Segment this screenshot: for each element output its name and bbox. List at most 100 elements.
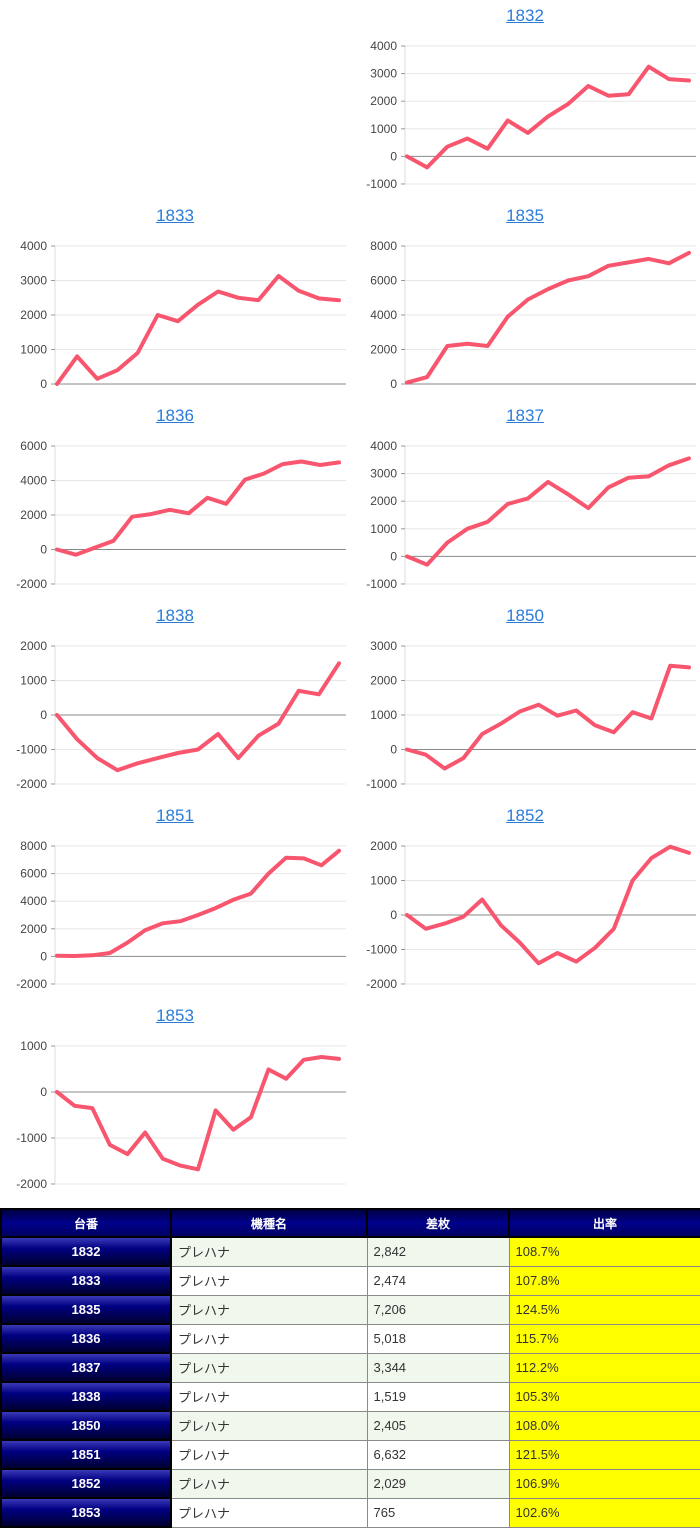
- table-header-row: 台番 機種名 差枚 出率: [0, 1208, 700, 1238]
- y-tick-label: 2000: [20, 639, 47, 653]
- coin-diff-cell: 6,632: [366, 1439, 510, 1470]
- y-tick-label: -1000: [366, 177, 397, 191]
- chart-plot: -2000 -1000 0 1000 2000: [366, 839, 696, 991]
- chart-1833: 1833 0 1000 2000 3000 4000: [0, 200, 350, 400]
- chart-1837: 1837 -1000 0 1000 2000 3000 4000: [350, 400, 700, 600]
- chart-1835: 1835 0 2000 4000 6000 8000: [350, 200, 700, 400]
- y-tick-label: -1000: [366, 577, 397, 591]
- machine-number-cell: 1835: [0, 1294, 172, 1325]
- chart-title-link[interactable]: 1853: [156, 1006, 194, 1025]
- y-tick-label: 2000: [370, 839, 397, 853]
- machine-number-cell: 1853: [0, 1497, 172, 1528]
- chart-1851: 1851 -2000 0 2000 4000 6000 8000: [0, 800, 350, 1000]
- payout-rate-cell: 115.7%: [508, 1323, 700, 1354]
- chart-title: 1838: [0, 600, 350, 632]
- y-tick-label: 0: [390, 549, 397, 563]
- machine-number-cell: 1833: [0, 1265, 172, 1296]
- coin-diff-cell: 2,029: [366, 1468, 510, 1499]
- chart-title: 1850: [350, 600, 700, 632]
- series-line: [55, 661, 341, 773]
- chart-plot: -2000 0 2000 4000 6000 8000: [16, 839, 346, 991]
- chart-plot: 0 2000 4000 6000 8000: [370, 239, 696, 391]
- coin-diff-cell: 2,405: [366, 1410, 510, 1441]
- y-tick-label: 1000: [370, 874, 397, 888]
- series-line: [55, 274, 341, 386]
- table-row: 1838 プレハナ 1,519 105.3%: [0, 1381, 700, 1412]
- payout-rate-cell: 108.7%: [508, 1236, 700, 1267]
- table-row: 1851 プレハナ 6,632 121.5%: [0, 1439, 700, 1470]
- chart-plot: 0 1000 2000 3000 4000: [20, 239, 346, 391]
- payout-rate-cell: 107.8%: [508, 1265, 700, 1296]
- chart-title-link[interactable]: 1852: [506, 806, 544, 825]
- chart-title: 1835: [350, 200, 700, 232]
- chart-title-link[interactable]: 1837: [506, 406, 544, 425]
- chart-1850: 1850 -1000 0 1000 2000 3000: [350, 600, 700, 800]
- y-tick-label: 0: [40, 543, 47, 557]
- series-line: [405, 456, 691, 567]
- y-tick-label: 6000: [20, 439, 47, 453]
- y-tick-label: 1000: [370, 522, 397, 536]
- chart-title-link[interactable]: 1836: [156, 406, 194, 425]
- chart-plot: -2000 -1000 0 1000 2000: [16, 639, 346, 791]
- chart-title-link[interactable]: 1832: [506, 6, 544, 25]
- chart-title-link[interactable]: 1850: [506, 606, 544, 625]
- model-name-cell: プレハナ: [170, 1439, 368, 1470]
- model-name-cell: プレハナ: [170, 1294, 368, 1325]
- chart-title-link[interactable]: 1838: [156, 606, 194, 625]
- chart-title-link[interactable]: 1833: [156, 206, 194, 225]
- y-tick-label: 2000: [20, 308, 47, 322]
- payout-rate-cell: 108.0%: [508, 1410, 700, 1441]
- header-model-name: 機種名: [170, 1208, 368, 1238]
- table-row: 1833 プレハナ 2,474 107.8%: [0, 1265, 700, 1296]
- model-name-cell: プレハナ: [170, 1497, 368, 1528]
- y-tick-label: -1000: [366, 777, 397, 791]
- results-table: 台番 機種名 差枚 出率 1832 プレハナ 2,842 108.7% 1833 プレハナ…: [0, 1208, 700, 1528]
- chart-title: 1833: [0, 200, 350, 232]
- machine-number-cell: 1838: [0, 1381, 172, 1412]
- y-tick-label: 6000: [20, 867, 47, 881]
- empty-chart-slot: [0, 0, 350, 200]
- y-tick-label: 2000: [20, 508, 47, 522]
- series-line: [405, 64, 691, 170]
- coin-diff-cell: 7,206: [366, 1294, 510, 1325]
- coin-diff-cell: 5,018: [366, 1323, 510, 1354]
- y-tick-label: -2000: [16, 577, 47, 591]
- model-name-cell: プレハナ: [170, 1265, 368, 1296]
- y-tick-label: 1000: [20, 343, 47, 357]
- table-row: 1835 プレハナ 7,206 124.5%: [0, 1294, 700, 1325]
- y-tick-label: 0: [390, 149, 397, 163]
- table-row: 1832 プレハナ 2,842 108.7%: [0, 1236, 700, 1267]
- model-name-cell: プレハナ: [170, 1236, 368, 1267]
- y-tick-label: 4000: [20, 239, 47, 253]
- machine-number-cell: 1850: [0, 1410, 172, 1441]
- machine-number-cell: 1832: [0, 1236, 172, 1267]
- y-tick-label: -1000: [16, 743, 47, 757]
- chart-title-link[interactable]: 1835: [506, 206, 544, 225]
- payout-rate-cell: 105.3%: [508, 1381, 700, 1412]
- model-name-cell: プレハナ: [170, 1352, 368, 1383]
- table-row: 1850 プレハナ 2,405 108.0%: [0, 1410, 700, 1441]
- chart-plot: -2000 -1000 0 1000: [16, 1039, 346, 1191]
- y-tick-label: 6000: [370, 274, 397, 288]
- y-tick-label: 4000: [20, 894, 47, 908]
- y-tick-label: -2000: [366, 977, 397, 991]
- y-tick-label: 4000: [370, 308, 397, 322]
- y-tick-label: 2000: [20, 922, 47, 936]
- coin-diff-cell: 1,519: [366, 1381, 510, 1412]
- y-tick-label: 2000: [370, 94, 397, 108]
- y-tick-label: 3000: [370, 467, 397, 481]
- model-name-cell: プレハナ: [170, 1381, 368, 1412]
- chart-plot: -1000 0 1000 2000 3000 4000: [366, 39, 696, 191]
- y-tick-label: 1000: [20, 1039, 47, 1053]
- coin-diff-cell: 2,474: [366, 1265, 510, 1296]
- payout-rate-cell: 102.6%: [508, 1497, 700, 1528]
- table-row: 1836 プレハナ 5,018 115.7%: [0, 1323, 700, 1354]
- chart-plot: -1000 0 1000 2000 3000: [366, 639, 696, 791]
- y-tick-label: 2000: [370, 674, 397, 688]
- series-line: [405, 663, 691, 771]
- chart-title-link[interactable]: 1851: [156, 806, 194, 825]
- machine-number-cell: 1837: [0, 1352, 172, 1383]
- y-tick-label: 4000: [370, 439, 397, 453]
- chart-title: 1851: [0, 800, 350, 832]
- chart-1832: 1832 -1000 0 1000 2000 3000 4000: [350, 0, 700, 200]
